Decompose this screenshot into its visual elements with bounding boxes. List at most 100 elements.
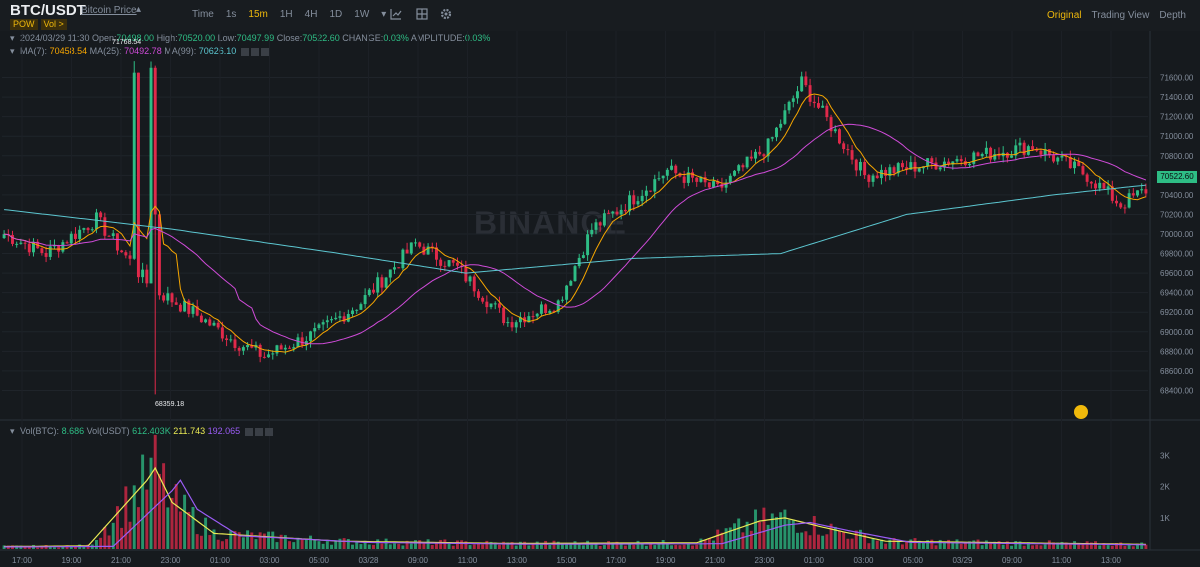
interval-15m[interactable]: 15m	[248, 9, 268, 20]
volume-bar	[275, 542, 279, 549]
candle-body	[770, 137, 774, 139]
volume-bar	[821, 535, 825, 549]
volume-bar	[1022, 545, 1026, 549]
volume-bar	[976, 539, 980, 549]
indicator-hide-icon[interactable]	[250, 47, 259, 56]
candle-body	[149, 67, 153, 284]
candle-body	[53, 245, 56, 247]
candle-body	[762, 154, 766, 157]
interval-bar: Time 1s 15m 1H 4H 1D 1W ▾	[192, 9, 398, 20]
candle-body	[661, 175, 665, 179]
candle-body	[854, 159, 858, 171]
indicator-settings-icon[interactable]	[240, 47, 249, 56]
volume-bar	[204, 517, 208, 549]
candle-body	[136, 72, 140, 278]
volume-info: ▾ Vol(BTC): 8.686 Vol(USDT) 612.403K 211…	[10, 426, 273, 437]
view-depth[interactable]: Depth	[1159, 10, 1186, 21]
layout-icon[interactable]	[416, 8, 428, 20]
candle-body	[611, 211, 615, 214]
candle-body	[577, 257, 581, 267]
candle-body	[300, 337, 304, 346]
indicator-close-icon[interactable]	[260, 47, 269, 56]
interval-time[interactable]: Time	[192, 9, 214, 20]
volume-bar	[36, 547, 40, 549]
volume-bar	[1106, 545, 1110, 549]
price-tick-label: 69200.00	[1160, 308, 1194, 317]
volume-bar	[325, 541, 329, 549]
volume-bar	[900, 544, 904, 549]
view-original[interactable]: Original	[1047, 10, 1082, 21]
candle-body	[199, 315, 203, 323]
volume-bar	[581, 545, 585, 549]
collapse-caret-icon[interactable]: ▾	[10, 46, 15, 56]
candle-body	[32, 241, 35, 253]
volume-bar	[174, 483, 178, 549]
volume-bar	[447, 542, 451, 549]
candle-body	[296, 337, 300, 348]
pair-dropdown-icon[interactable]: ▴	[136, 4, 142, 15]
volume-bar	[724, 528, 728, 549]
vol-close-icon[interactable]	[264, 427, 273, 436]
time-tick-label: 21:00	[111, 556, 132, 565]
candle-date: 2024/03/29 11:30	[20, 33, 90, 43]
collapse-caret-icon[interactable]: ▾	[10, 33, 15, 43]
interval-1s[interactable]: 1s	[225, 9, 237, 20]
interval-4h[interactable]: 4H	[304, 9, 318, 20]
candle-body	[552, 310, 556, 312]
candle-body	[997, 154, 1001, 157]
indicator-icon[interactable]	[390, 8, 402, 20]
volume-bar	[796, 532, 799, 549]
volume-bar	[968, 541, 972, 549]
view-trading-view[interactable]: Trading View	[1091, 10, 1150, 21]
time-tick-label: 23:00	[160, 556, 181, 565]
pair-title[interactable]: BTC/USDT	[10, 2, 86, 19]
candle-body	[657, 178, 661, 180]
volume-bar	[623, 545, 627, 549]
tag-vol[interactable]: Vol >	[40, 19, 67, 30]
candle-body	[980, 153, 984, 157]
candle-body	[800, 76, 804, 92]
volume-bar	[69, 545, 73, 549]
volume-bar	[963, 542, 967, 549]
candle-body	[455, 262, 459, 266]
volume-bar	[183, 494, 187, 549]
interval-more-icon[interactable]: ▾	[381, 9, 387, 20]
vol-hide-icon[interactable]	[254, 427, 263, 436]
volume-bar	[884, 543, 888, 549]
candle-body	[19, 242, 23, 244]
time-tick-label: 15:00	[556, 556, 577, 565]
volume-bar	[905, 541, 909, 549]
coin-badge-icon[interactable]	[1074, 405, 1088, 419]
time-tick-label: 11:00	[1052, 556, 1072, 565]
coin-info-link[interactable]: Bitcoin Price	[81, 5, 137, 16]
price-tick-label: 69600.00	[1160, 269, 1194, 278]
time-tick-label: 19:00	[61, 556, 82, 565]
volume-bar	[355, 541, 359, 549]
candle-body	[426, 246, 430, 255]
volume-bar	[426, 539, 430, 549]
candle-body	[791, 98, 795, 102]
candle-body	[1060, 155, 1064, 158]
collapse-caret-icon[interactable]: ▾	[10, 426, 15, 436]
candle-body	[775, 127, 778, 138]
candle-body	[1115, 200, 1118, 204]
volume-bar	[791, 519, 795, 549]
volume-tick-label: 1K	[1160, 514, 1170, 523]
tag-pow[interactable]: POW	[10, 19, 38, 30]
volume-bar	[208, 535, 212, 549]
interval-1w[interactable]: 1W	[354, 9, 370, 20]
settings-gear-icon[interactable]	[440, 8, 452, 20]
candle-body	[384, 277, 388, 288]
time-tick-label: 17:00	[606, 556, 627, 565]
interval-1h[interactable]: 1H	[279, 9, 293, 20]
volume-bar	[972, 540, 976, 549]
candle-body	[380, 277, 384, 288]
vol-settings-icon[interactable]	[244, 427, 253, 436]
candle-body	[695, 177, 699, 182]
interval-1d[interactable]: 1D	[329, 9, 343, 20]
volume-bar	[476, 542, 480, 549]
candle-body	[359, 304, 363, 310]
price-tick-label: 68800.00	[1160, 347, 1194, 356]
candle-body	[128, 255, 132, 259]
